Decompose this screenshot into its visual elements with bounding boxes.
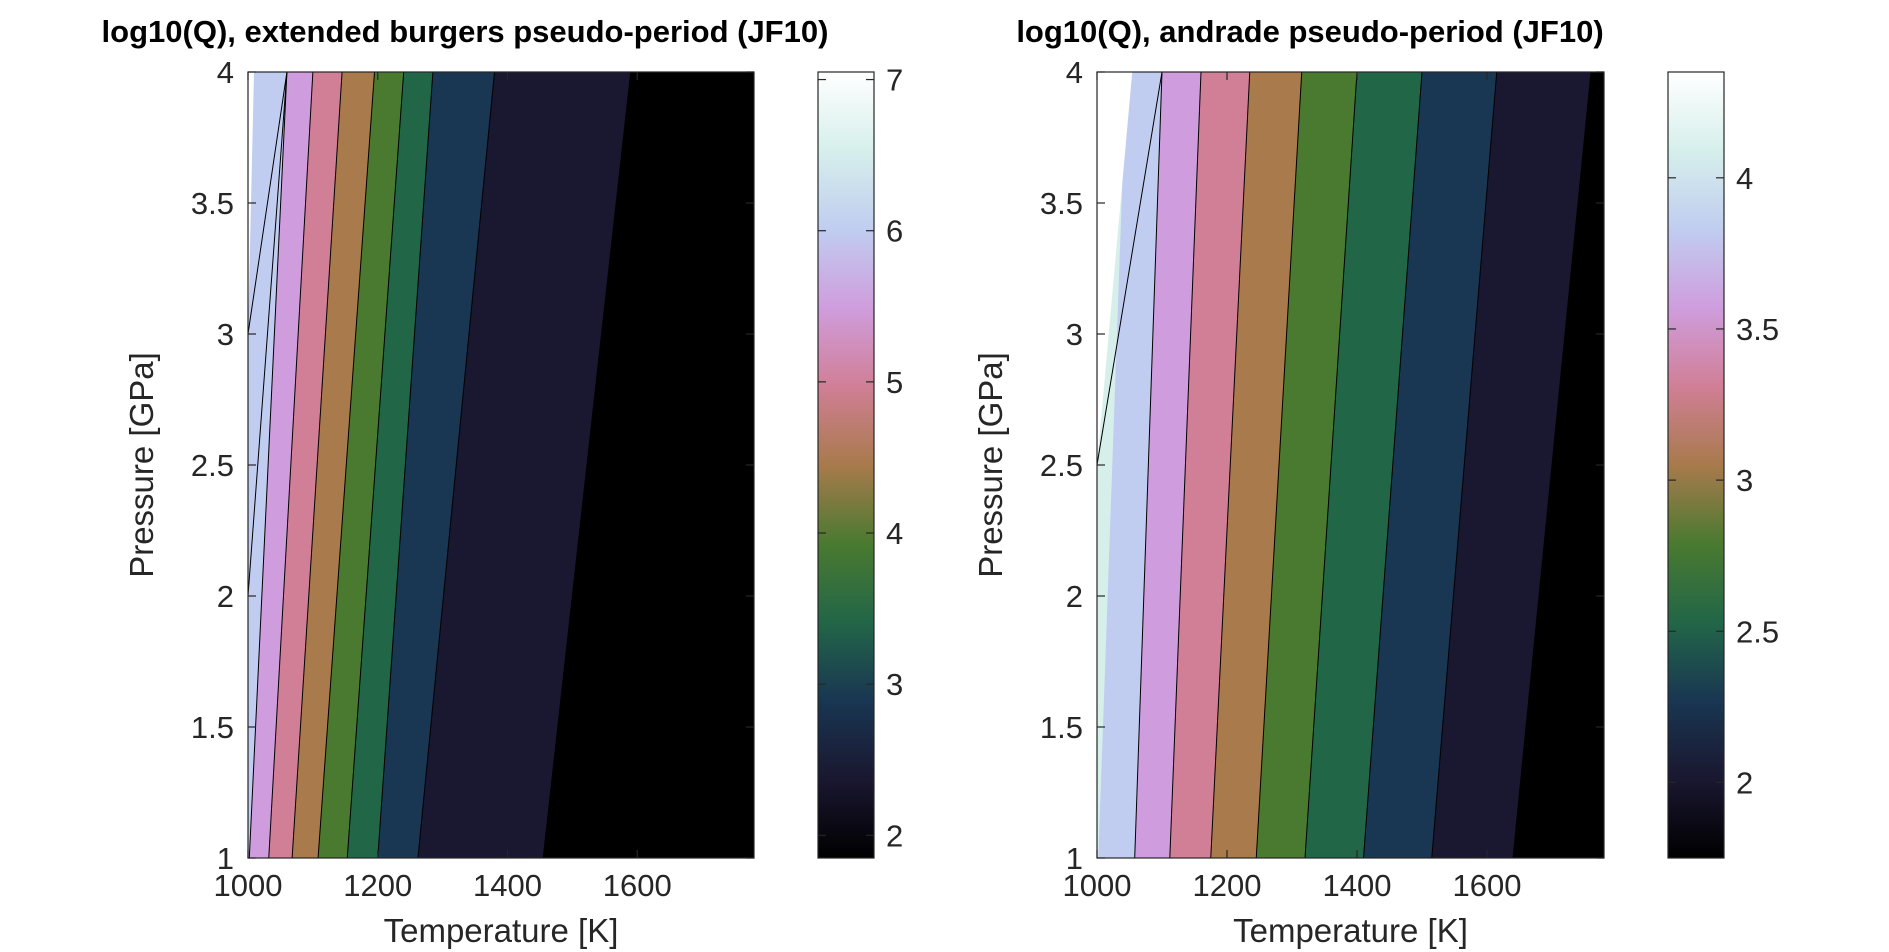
y-axis-label: Pressure [GPa] (123, 352, 160, 578)
contour-line (1134, 71, 1163, 859)
contour-line (346, 71, 405, 859)
x-axis-label: Temperature [K] (384, 912, 619, 949)
colorbar-tick-label: 5 (886, 365, 903, 400)
contour-line (1363, 71, 1423, 859)
chart-title: log10(Q), andrade pseudo-period (JF10) (1016, 14, 1603, 49)
y-tick-label: 3.5 (191, 186, 234, 221)
contour-line (1096, 71, 1163, 466)
y-tick-label: 4 (217, 55, 234, 90)
contour-line (1512, 71, 1592, 859)
y-tick-label: 1.5 (191, 710, 234, 745)
contour-line (317, 71, 375, 859)
colorbar-frame (1667, 71, 1725, 859)
contour-line (377, 71, 434, 859)
x-tick-label: 1200 (343, 868, 412, 903)
x-tick-label: 1400 (473, 868, 542, 903)
y-axis-label: Pressure [GPa] (972, 352, 1009, 578)
x-tick-label: 1600 (1453, 868, 1522, 903)
contour-line (268, 71, 314, 859)
colorbar: 2 2.5 3 3.5 4 (1667, 71, 1779, 859)
colorbar-tick-label: 7 (886, 63, 903, 98)
contour-line (1304, 71, 1358, 859)
y-tick-label: 3 (1066, 317, 1083, 352)
contour-line (247, 71, 288, 597)
colorbar-tick-label: 3 (886, 667, 903, 702)
colorbar-gradient (1668, 72, 1724, 858)
colorbar-frame (817, 71, 875, 859)
contour-line (636, 71, 755, 859)
x-ticks: 1000 1200 1400 1600 (214, 72, 672, 903)
x-tick-label: 1200 (1193, 868, 1262, 903)
x-tick-label: 1000 (1063, 868, 1132, 903)
contour-line (1255, 71, 1303, 859)
contour-line (247, 71, 288, 335)
colorbar-tick-label: 6 (886, 214, 903, 249)
contour-line (1169, 71, 1202, 859)
panel-extended-burgers: log10(Q), extended burgers pseudo-period… (102, 14, 904, 949)
y-tick-label: 3 (217, 317, 234, 352)
colorbar-tick-label: 3 (1736, 463, 1753, 498)
panel-andrade: log10(Q), andrade pseudo-period (JF10) 1… (972, 14, 1779, 949)
x-tick-label: 1400 (1323, 868, 1392, 903)
y-tick-label: 2.5 (1040, 448, 1083, 483)
y-ticks: 1 1.5 2 2.5 3 3.5 4 (191, 55, 754, 876)
contour-line (542, 71, 632, 859)
contour-plot-area (247, 71, 755, 859)
contour-band (1097, 72, 1133, 465)
colorbar-gradient (818, 72, 874, 858)
contour-line (1210, 71, 1251, 859)
colorbar-tick-label: 4 (886, 516, 903, 551)
colorbar-tick-label: 3.5 (1736, 312, 1779, 347)
contour-line (417, 71, 496, 859)
y-tick-label: 2 (1066, 579, 1083, 614)
y-tick-label: 2.5 (191, 448, 234, 483)
y-tick-label: 2 (217, 579, 234, 614)
y-tick-label: 1 (1066, 841, 1083, 876)
chart-title: log10(Q), extended burgers pseudo-period… (102, 14, 829, 49)
contour-line (291, 71, 343, 859)
y-tick-label: 1.5 (1040, 710, 1083, 745)
colorbar-tick-label: 2.5 (1736, 614, 1779, 649)
colorbar-tick-label: 2 (1736, 765, 1753, 800)
colorbar-tick-label: 2 (886, 818, 903, 853)
colorbar-tick-label: 4 (1736, 161, 1753, 196)
contour-plot-area (1096, 71, 1604, 859)
y-ticks: 1 1.5 2 2.5 3 3.5 4 (1040, 55, 1604, 876)
y-tick-label: 4 (1066, 55, 1083, 90)
y-tick-label: 3.5 (1040, 186, 1083, 221)
contour-line (1431, 71, 1498, 859)
x-tick-label: 1000 (214, 868, 283, 903)
x-ticks: 1000 1200 1400 1600 (1063, 72, 1522, 903)
y-tick-label: 1 (217, 841, 234, 876)
x-axis-label: Temperature [K] (1233, 912, 1468, 949)
x-tick-label: 1600 (603, 868, 672, 903)
colorbar: 2 3 4 5 6 7 (817, 63, 903, 859)
